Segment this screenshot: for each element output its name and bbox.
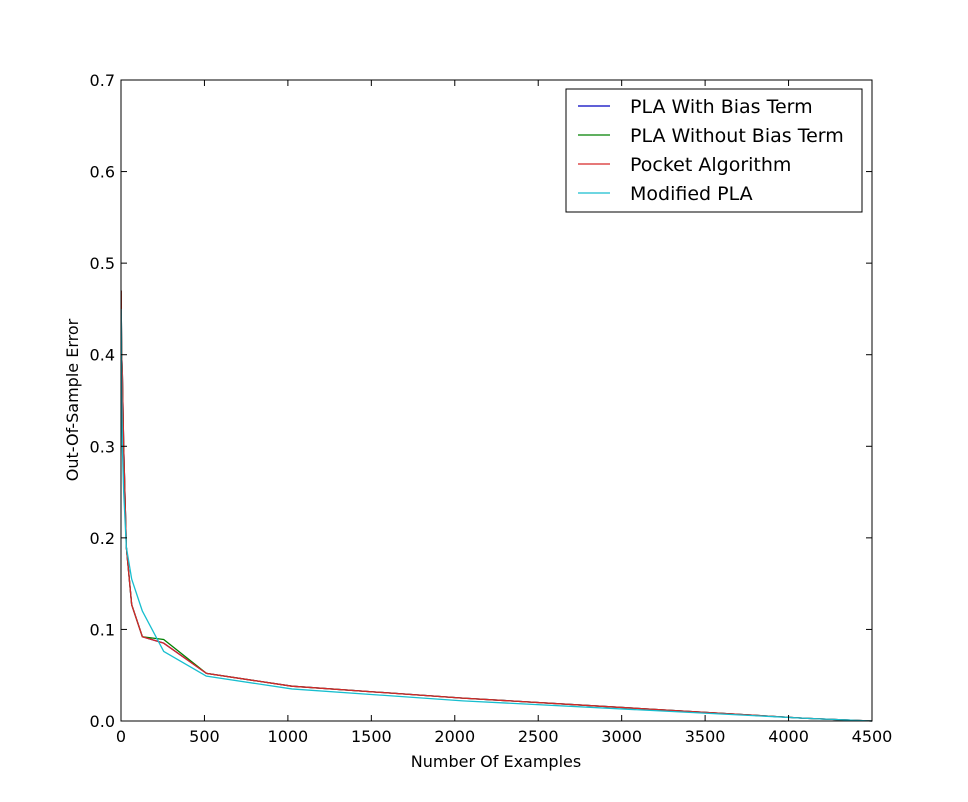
x-tick-label: 3000: [601, 727, 642, 746]
x-tick-label: 1500: [351, 727, 392, 746]
legend-label-0: PLA With Bias Term: [630, 96, 813, 118]
y-tick-label: 0.6: [90, 163, 115, 182]
y-tick-label: 0.1: [90, 620, 115, 639]
plot-frame: [120, 79, 873, 722]
legend-label-3: Modified PLA: [630, 183, 753, 205]
legend: PLA With Bias Term PLA Without Bias Term P…: [565, 88, 863, 213]
y-tick-label: 0.2: [90, 529, 115, 548]
x-tick-label: 1000: [268, 727, 309, 746]
x-tick-label: 4000: [768, 727, 809, 746]
ticks-layer: 0 500 1000 1500 2000 2500 3000 3500 4000 4500 0.0 0…: [90, 71, 893, 746]
x-tick-label: 4500: [852, 727, 893, 746]
series-layer: [120, 290, 873, 722]
x-tick-label: 3500: [685, 727, 726, 746]
legend-box: [565, 88, 863, 213]
y-tick-label: 0.0: [90, 712, 115, 731]
y-axis-label: Out-Of-Sample Error: [63, 318, 82, 481]
x-tick-label: 0: [116, 727, 126, 746]
legend-label-2: Pocket Algorithm: [630, 154, 791, 176]
x-axis-label: Number Of Examples: [411, 752, 581, 771]
series-line-3: [120, 308, 873, 722]
y-tick-label: 0.5: [90, 254, 115, 273]
y-tick-label: 0.4: [90, 346, 115, 365]
x-tick-label: 2500: [518, 727, 559, 746]
legend-label-1: PLA Without Bias Term: [630, 125, 844, 147]
x-tick-label: 2000: [434, 727, 475, 746]
y-tick-label: 0.7: [90, 71, 115, 90]
x-tick-label: 500: [189, 727, 220, 746]
y-tick-label: 0.3: [90, 437, 115, 456]
